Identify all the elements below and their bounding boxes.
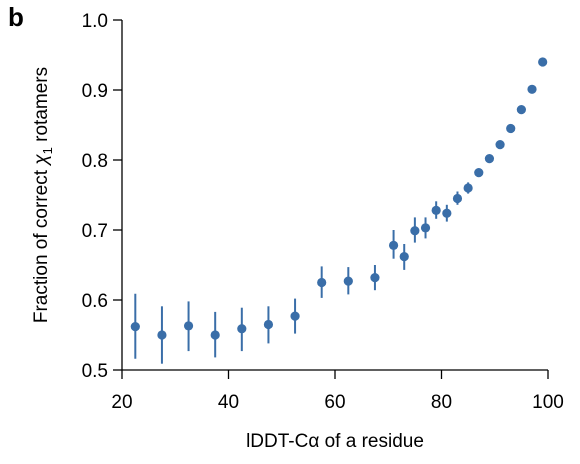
data-point (290, 311, 300, 321)
x-tick-label: 60 (324, 392, 345, 413)
data-point (210, 330, 220, 340)
y-axis-label: Fraction of correct χ1 rotamers (31, 67, 55, 323)
y-tick-label: 0.9 (82, 81, 108, 102)
x-tick-label: 40 (218, 392, 239, 413)
x-tick-label: 20 (111, 392, 132, 413)
x-tick-label: 100 (532, 392, 564, 413)
data-point (399, 252, 409, 262)
plot-area (130, 57, 548, 364)
data-point (484, 154, 495, 164)
data-point (516, 105, 526, 115)
data-point (263, 319, 274, 330)
data-point (420, 223, 431, 233)
data-point (474, 168, 484, 178)
data-point (410, 226, 420, 236)
data-point (370, 273, 380, 283)
y-axis-label-subscript: 1 (40, 147, 55, 154)
y-tick-label: 0.6 (82, 291, 108, 312)
data-point (463, 183, 473, 193)
data-point (527, 84, 537, 94)
data-point (452, 193, 463, 204)
y-axis-label-chi: χ (31, 154, 52, 167)
data-point (183, 321, 194, 331)
data-point (506, 123, 516, 134)
data-point (237, 324, 247, 334)
panel-label: b (8, 2, 24, 32)
data-point (431, 205, 441, 215)
x-ticks: 20 40 60 80 100 (111, 370, 564, 413)
y-tick-label: 1.0 (82, 11, 108, 32)
x-axis-label: lDDT-Cα of a residue (246, 431, 424, 452)
y-tick-label: 0.5 (82, 361, 108, 382)
data-point (388, 240, 399, 250)
x-tick-label: 80 (431, 392, 452, 413)
data-point (538, 57, 548, 67)
y-axis-label-part-2: rotamers (31, 67, 52, 147)
y-tick-label: 0.7 (82, 221, 108, 242)
data-point (442, 208, 452, 218)
data-point (343, 276, 353, 286)
y-ticks: 0.5 0.6 0.7 0.8 0.9 1.0 (82, 11, 122, 382)
data-point (495, 140, 505, 150)
data-point (130, 322, 140, 332)
data-point (317, 277, 327, 288)
data-point (157, 330, 167, 340)
y-tick-label: 0.8 (82, 151, 108, 172)
y-axis-label-part-1: Fraction of correct (31, 165, 52, 323)
